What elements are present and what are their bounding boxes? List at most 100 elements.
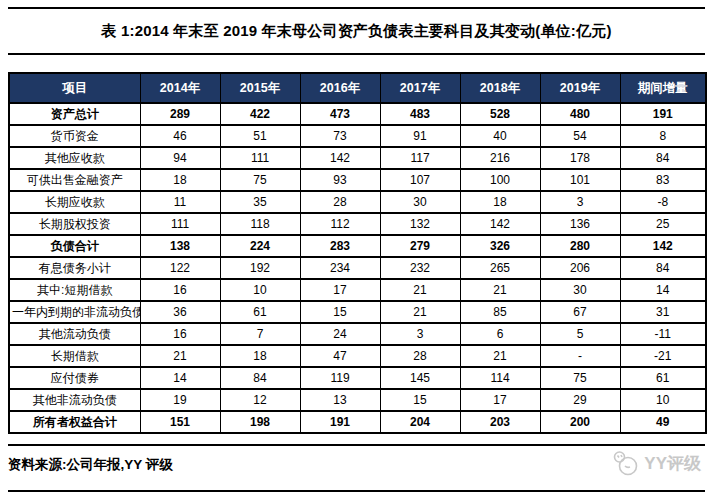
table-cell: 112 [300, 213, 380, 235]
table-cell: 75 [220, 169, 300, 191]
table-cell: 18 [460, 191, 540, 213]
table-cell: 118 [220, 213, 300, 235]
col-header: 2014年 [140, 73, 220, 103]
table-cell: 18 [140, 169, 220, 191]
row-label: 负债合计 [9, 235, 140, 257]
table-cell: -21 [620, 345, 706, 367]
table-cell: 142 [620, 235, 706, 257]
table-row: 有息债务小计12219223423226520684 [9, 257, 706, 279]
table-cell: 84 [620, 147, 706, 169]
table-body: 资产总计289422473483528480191货币资金46517391405… [9, 103, 706, 433]
table-cell: 138 [140, 235, 220, 257]
table-cell: 15 [380, 389, 460, 411]
row-label: 长期股权投资 [9, 213, 140, 235]
table-cell: 11 [140, 191, 220, 213]
table-cell: 31 [620, 301, 706, 323]
table-cell: 100 [460, 169, 540, 191]
table-row: 应付债券14841191451147561 [9, 367, 706, 389]
table-cell: 8 [620, 125, 706, 147]
table-cell: 483 [380, 103, 460, 125]
table-cell: 61 [620, 367, 706, 389]
table-cell: 17 [300, 279, 380, 301]
table-cell: 13 [300, 389, 380, 411]
table-cell: 480 [540, 103, 620, 125]
table-cell: 40 [460, 125, 540, 147]
table-cell: 14 [620, 279, 706, 301]
table-cell: 61 [220, 301, 300, 323]
table-cell: 289 [140, 103, 220, 125]
source-note: 资料来源:公司年报,YY 评级 [8, 456, 173, 474]
table-row: 长期应收款11352830183-8 [9, 191, 706, 213]
row-label: 其他流动负债 [9, 323, 140, 345]
table-cell: 19 [140, 389, 220, 411]
table-cell: 85 [460, 301, 540, 323]
row-label: 一年内到期的非流动负债 [9, 301, 140, 323]
table-cell: 192 [220, 257, 300, 279]
title-rule [8, 53, 705, 55]
table-cell: 93 [300, 169, 380, 191]
col-header: 2016年 [300, 73, 380, 103]
row-label: 其他应收款 [9, 147, 140, 169]
row-label: 其他非流动负债 [9, 389, 140, 411]
table-cell: 6 [460, 323, 540, 345]
table-cell: 178 [540, 147, 620, 169]
table-cell: 46 [140, 125, 220, 147]
table-cell: 49 [620, 411, 706, 433]
table-cell: 283 [300, 235, 380, 257]
table-cell: 21 [380, 301, 460, 323]
table-cell: 75 [540, 367, 620, 389]
table-cell: 119 [300, 367, 380, 389]
table-cell: 47 [300, 345, 380, 367]
col-header: 期间增量 [620, 73, 706, 103]
row-label: 资产总计 [9, 103, 140, 125]
table-header: 项目2014年2015年2016年2017年2018年2019年期间增量 [9, 73, 706, 103]
table-cell: 3 [380, 323, 460, 345]
table-cell: 101 [540, 169, 620, 191]
table-cell: 15 [300, 301, 380, 323]
table-cell: 30 [540, 279, 620, 301]
table-cell: 136 [540, 213, 620, 235]
table-cell: 151 [140, 411, 220, 433]
table-cell: - [540, 345, 620, 367]
table-cell: 528 [460, 103, 540, 125]
table-row: 一年内到期的非流动负债36611521856731 [9, 301, 706, 323]
table-cell: 107 [380, 169, 460, 191]
table-cell: 204 [380, 411, 460, 433]
footer-divider [8, 444, 705, 446]
row-label: 长期借款 [9, 345, 140, 367]
table-cell: 203 [460, 411, 540, 433]
table-cell: 200 [540, 411, 620, 433]
table-cell: -11 [620, 323, 706, 345]
table-row: 可供出售金融资产18759310710010183 [9, 169, 706, 191]
table-cell: 232 [380, 257, 460, 279]
table-cell: 280 [540, 235, 620, 257]
table-cell: 111 [140, 213, 220, 235]
table-cell: 111 [220, 147, 300, 169]
table-cell: 198 [220, 411, 300, 433]
table-cell: 73 [300, 125, 380, 147]
table-cell: 54 [540, 125, 620, 147]
table-cell: 16 [140, 323, 220, 345]
table-cell: 18 [220, 345, 300, 367]
table-cell: 21 [460, 279, 540, 301]
table-cell: 117 [380, 147, 460, 169]
table-cell: 25 [620, 213, 706, 235]
table-row: 其他流动负债16724365-11 [9, 323, 706, 345]
table-cell: 10 [620, 389, 706, 411]
table-row: 其中:短期借款16101721213014 [9, 279, 706, 301]
table-cell: 29 [540, 389, 620, 411]
table-cell: 3 [540, 191, 620, 213]
table-cell: 114 [460, 367, 540, 389]
bottom-rule [8, 490, 705, 492]
brand-watermark: YY评级 [611, 449, 701, 477]
table-cell: 145 [380, 367, 460, 389]
row-label: 货币资金 [9, 125, 140, 147]
table-row: 长期股权投资11111811213214213625 [9, 213, 706, 235]
col-header: 2018年 [460, 73, 540, 103]
table-cell: 142 [460, 213, 540, 235]
table-cell: 279 [380, 235, 460, 257]
table-cell: 21 [380, 279, 460, 301]
table-cell: 5 [540, 323, 620, 345]
table-row: 长期借款2118472821--21 [9, 345, 706, 367]
table-cell: 21 [140, 345, 220, 367]
